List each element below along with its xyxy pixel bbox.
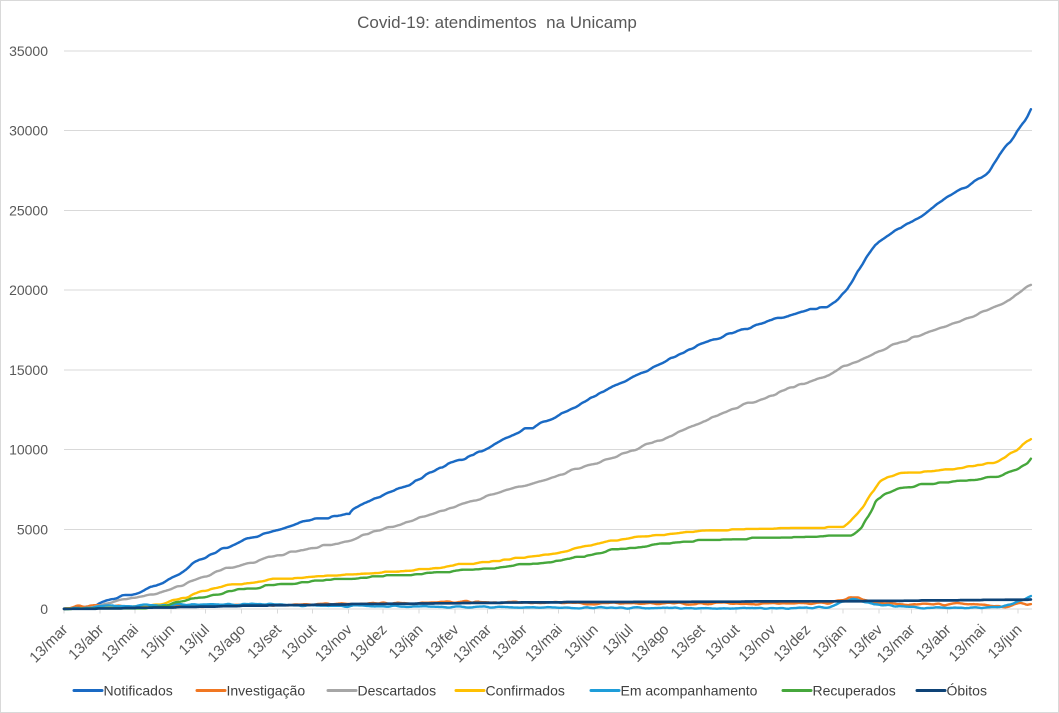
svg-text:Óbitos: Óbitos [947, 683, 987, 699]
svg-text:30000: 30000 [9, 123, 48, 139]
svg-text:5000: 5000 [17, 521, 48, 537]
svg-text:25000: 25000 [9, 202, 48, 218]
svg-text:20000: 20000 [9, 282, 48, 298]
svg-text:35000: 35000 [9, 43, 48, 59]
svg-text:Notificados: Notificados [104, 683, 173, 699]
svg-text:15000: 15000 [9, 362, 48, 378]
svg-text:Investigação: Investigação [227, 683, 306, 699]
svg-text:0: 0 [40, 601, 48, 617]
svg-text:Em acompanhamento: Em acompanhamento [621, 683, 758, 699]
svg-text:10000: 10000 [9, 442, 48, 458]
svg-text:Covid-19: atendimentos na Uni: Covid-19: atendimentos na Unicamp [357, 13, 637, 32]
svg-text:Recuperados: Recuperados [813, 683, 896, 699]
svg-text:Descartados: Descartados [358, 683, 437, 699]
svg-text:Confirmados: Confirmados [486, 683, 565, 699]
